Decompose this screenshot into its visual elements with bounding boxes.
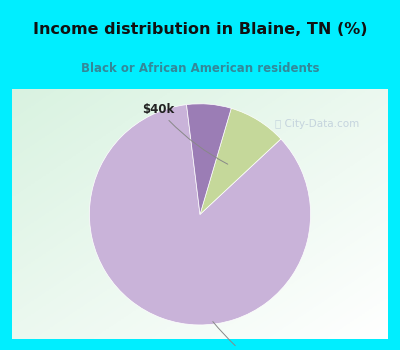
Wedge shape xyxy=(186,104,231,214)
Text: Income distribution in Blaine, TN (%): Income distribution in Blaine, TN (%) xyxy=(33,22,367,37)
Wedge shape xyxy=(90,105,310,325)
Text: ⧖ City-Data.com: ⧖ City-Data.com xyxy=(275,119,360,129)
Text: Black or African American residents: Black or African American residents xyxy=(81,62,319,75)
Text: $40k: $40k xyxy=(142,103,228,164)
Text: $125k: $125k xyxy=(213,322,268,350)
Wedge shape xyxy=(200,108,281,214)
